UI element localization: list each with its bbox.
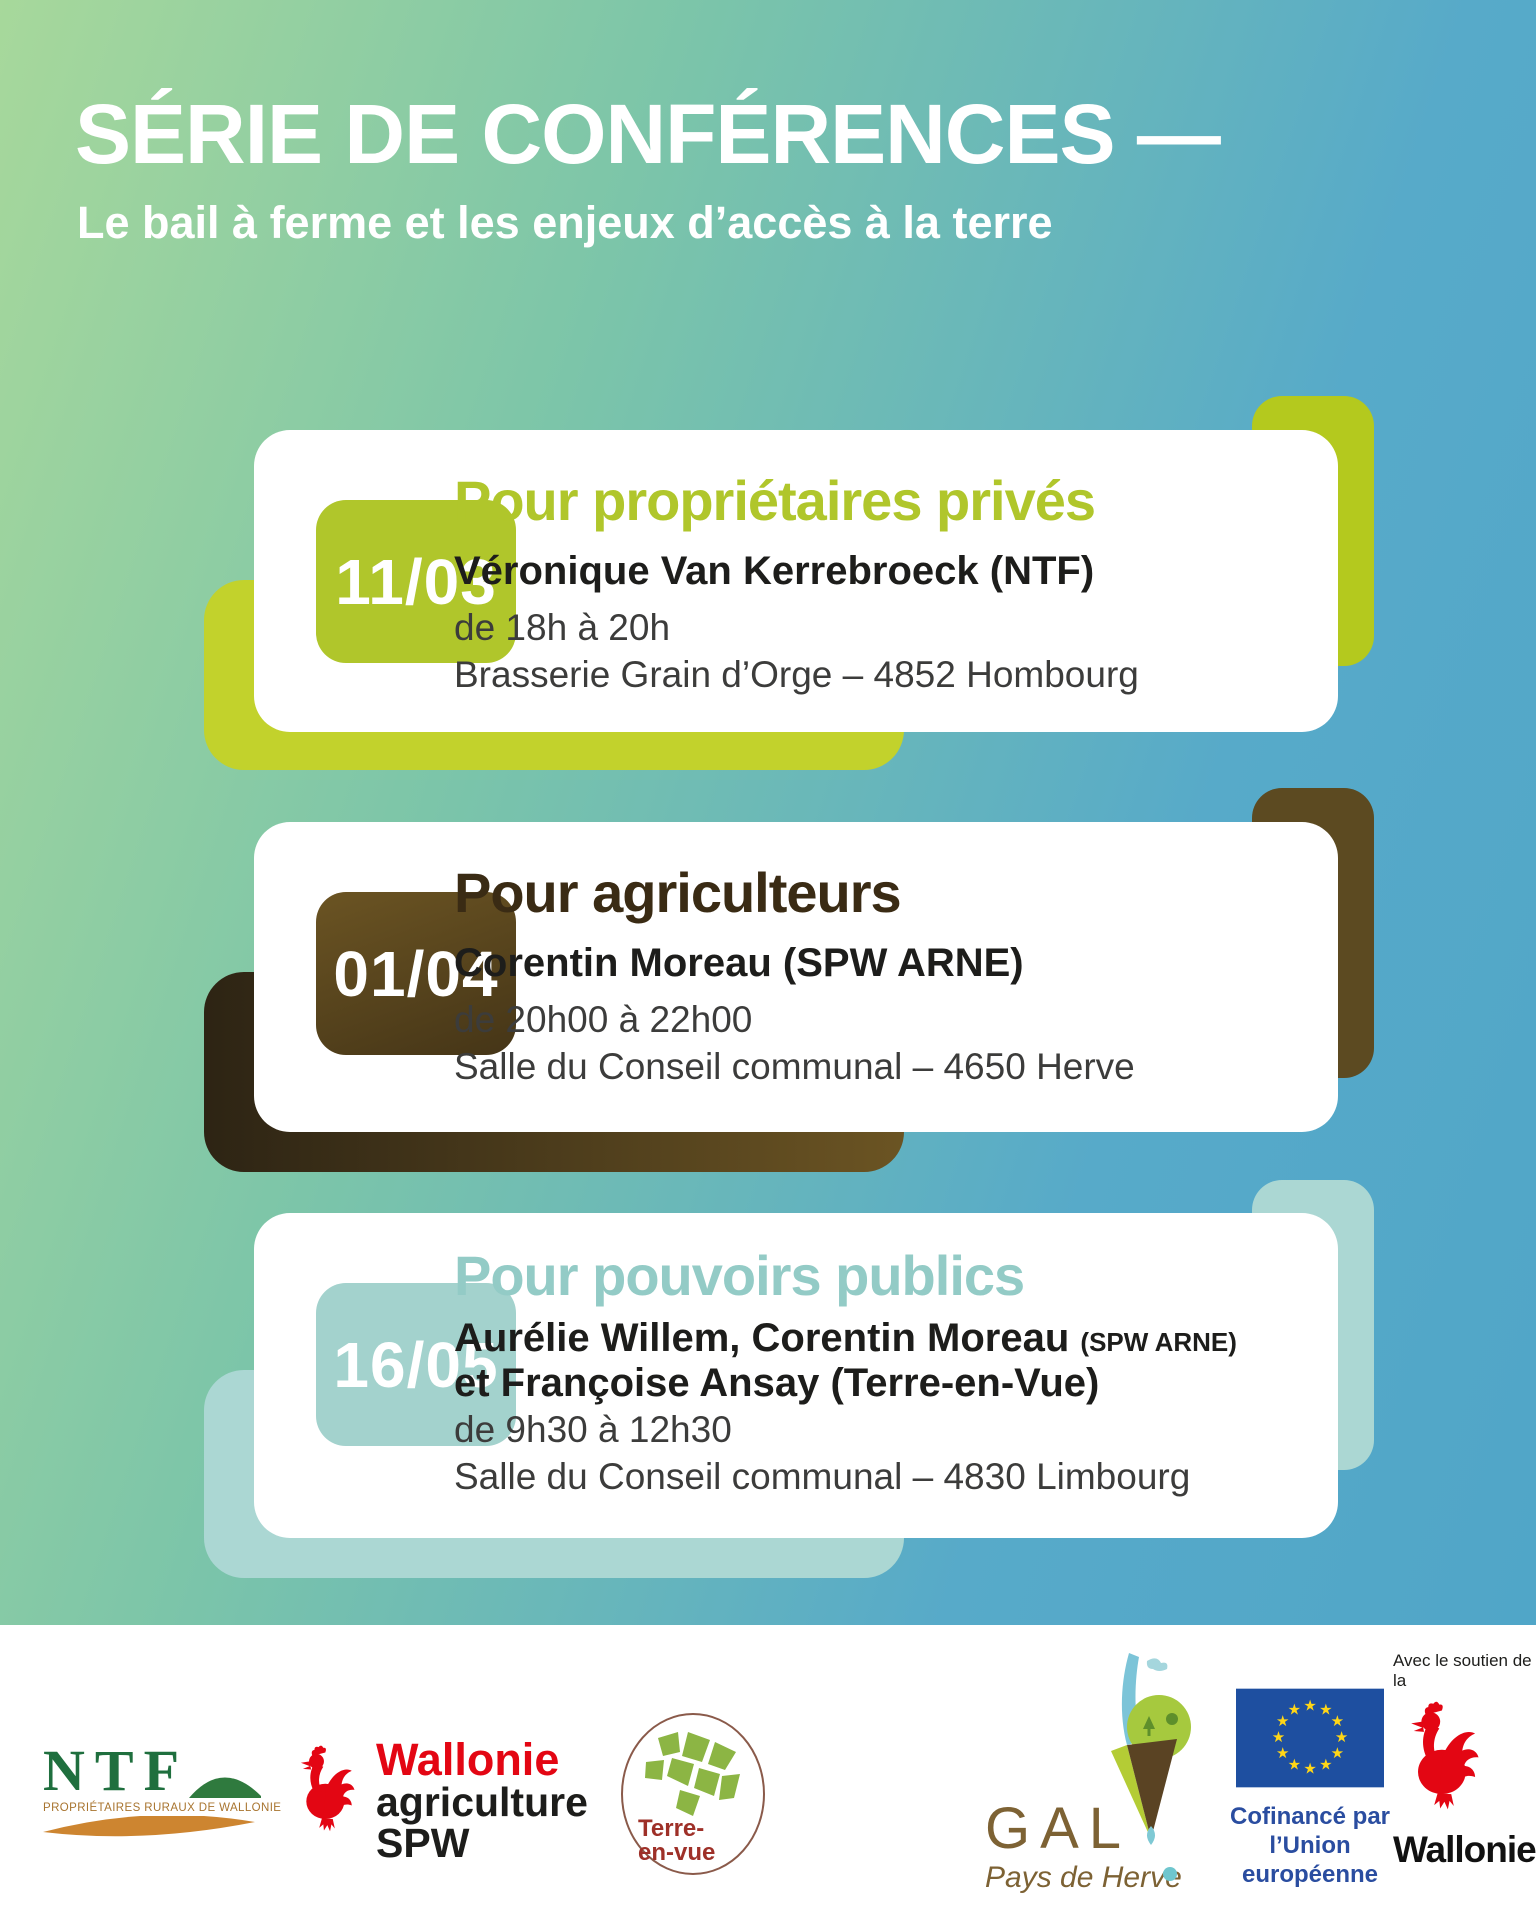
eu-star-icon: ★	[1303, 1698, 1316, 1714]
gal-subtitle: Pays de Herve	[985, 1861, 1182, 1894]
event-content: Pour pouvoirs publics Aurélie Willem, Co…	[454, 1243, 1312, 1501]
location-line: Salle du Conseil communal – 4650 Herve	[454, 1046, 1135, 1088]
location-line: Salle du Conseil communal – 4830 Limbour…	[454, 1456, 1191, 1498]
date-badge: 16/05	[316, 1283, 516, 1446]
speaker-line: Véronique Van Kerrebroeck (NTF)	[454, 549, 1095, 593]
gal-cone-icon	[1111, 1653, 1191, 1845]
eu-cofinancing-logo: ★ ★ ★ ★ ★ ★ ★ ★ ★ ★ ★ ★ Cofinancé par l’Union europ…	[1222, 1688, 1398, 1889]
spw-dept-label: agriculture	[376, 1779, 588, 1825]
speaker-line: Aurélie Willem, Corentin Moreau (SPW ARN…	[454, 1316, 1312, 1361]
event-card-proprietaires: 11/03 Pour propriétaires privés Véroniqu…	[254, 430, 1338, 732]
speaker-org-suffix: (SPW ARNE)	[1080, 1327, 1237, 1357]
ntf-wordmark: NTF	[43, 1738, 189, 1803]
eu-star-icon: ★	[1276, 1714, 1289, 1730]
eu-text: Cofinancé par l’Union européenne	[1222, 1803, 1398, 1889]
speaker-names: Aurélie Willem, Corentin Moreau	[454, 1316, 1070, 1360]
event-card-pouvoirs-publics: 16/05 Pour pouvoirs publics Aurélie Will…	[254, 1213, 1338, 1538]
eu-star-icon: ★	[1272, 1730, 1285, 1746]
speaker-line-2: et Françoise Ansay (Terre-en-Vue)	[454, 1361, 1100, 1405]
mosaic-tree-icon	[645, 1732, 740, 1816]
terre-en-vue-icon: Terre- en-vue	[621, 1713, 765, 1875]
ntf-logo: NTF PROPRIÉTAIRES RURAUX DE WALLONIE	[43, 1738, 393, 1849]
eu-flag-icon: ★★★★★★★★★ ★ ★★	[1236, 1688, 1384, 1788]
eu-stars: ★★★★★★★★★ ★ ★★	[1272, 1698, 1348, 1777]
wallonie-support-line1: Avec le soutien de	[1393, 1651, 1532, 1670]
ntf-row: NTF	[43, 1738, 393, 1803]
tev-line1: Terre-	[638, 1815, 704, 1842]
eu-star-icon: ★	[1335, 1730, 1348, 1746]
poster-title: SÉRIE DE CONFÉRENCES —	[75, 87, 1221, 181]
poster-header: SÉRIE DE CONFÉRENCES — Le bail à ferme e…	[75, 86, 1221, 249]
eu-star-icon: ★	[1331, 1714, 1344, 1730]
eu-star-icon: ★	[1331, 1746, 1344, 1762]
time-line: de 18h à 20h	[454, 607, 671, 648]
spw-text: Wallonie agriculture SPW	[376, 1737, 588, 1864]
event-title: Pour pouvoirs publics	[454, 1244, 1025, 1307]
event-title: Pour agriculteurs	[454, 861, 902, 924]
ntf-swoosh-icon	[43, 1815, 255, 1837]
eu-star-icon: ★	[1276, 1746, 1289, 1762]
event-content: Pour propriétaires privés Véronique Van …	[454, 468, 1312, 699]
eu-star-icon: ★	[1319, 1757, 1332, 1773]
wallonie-support-logo: Avec le soutien de la Wallonie	[1393, 1651, 1536, 1871]
rooster-icon	[1411, 1701, 1479, 1810]
tev-line2: en-vue	[638, 1839, 715, 1866]
time-line: de 20h00 à 22h00	[454, 999, 753, 1040]
rooster-icon	[300, 1745, 355, 1832]
eu-line2: l’Union européenne	[1241, 1831, 1379, 1888]
date-badge: 01/04	[316, 892, 516, 1055]
location-line: Brasserie Grain d’Orge – 4852 Hombourg	[454, 654, 1139, 696]
event-content: Pour agriculteurs Corentin Moreau (SPW A…	[454, 860, 1312, 1091]
gal-wordmark: GAL	[985, 1796, 1132, 1861]
poster-subtitle: Le bail à ferme et les enjeux d’accès à …	[77, 197, 1053, 248]
spw-region-label: Wallonie	[376, 1734, 560, 1785]
spw-org-label: SPW	[376, 1820, 470, 1866]
date-badge: 11/03	[316, 500, 516, 663]
spw-logo: Wallonie agriculture SPW	[288, 1737, 588, 1864]
eu-star-icon: ★	[1288, 1703, 1301, 1719]
eu-star-icon: ★	[1288, 1757, 1301, 1773]
event-card-agriculteurs: 01/04 Pour agriculteurs Corentin Moreau …	[254, 822, 1338, 1132]
wallonie-support-line2: la	[1393, 1670, 1407, 1690]
speaker-line: Corentin Moreau (SPW ARNE)	[454, 941, 1024, 985]
event-title: Pour propriétaires privés	[454, 469, 1096, 532]
terre-en-vue-logo: Terre- en-vue	[618, 1710, 768, 1883]
partner-logos-footer: NTF PROPRIÉTAIRES RURAUX DE WALLONIE Wal…	[0, 1625, 1536, 1920]
time-line: de 9h30 à 12h30	[454, 1409, 732, 1450]
wallonie-support-text: Avec le soutien de la	[1393, 1651, 1533, 1690]
gal-dot-icon	[1163, 1867, 1177, 1881]
ntf-hill-icon	[189, 1777, 261, 1799]
wallonie-wordmark: Wallonie	[1393, 1829, 1536, 1871]
gal-logo: GAL Pays de Herve	[985, 1653, 1215, 1915]
eu-line1: Cofinancé par	[1229, 1803, 1391, 1830]
ntf-tagline: PROPRIÉTAIRES RURAUX DE WALLONIE	[43, 1802, 282, 1815]
eu-star-icon: ★	[1319, 1703, 1332, 1719]
eu-star-icon: ★	[1303, 1762, 1316, 1778]
